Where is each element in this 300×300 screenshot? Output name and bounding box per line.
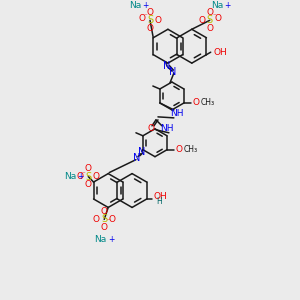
Text: ⁻: ⁻ — [81, 172, 85, 178]
Text: Na: Na — [64, 172, 76, 181]
Text: OH: OH — [154, 193, 168, 202]
Text: O: O — [139, 14, 145, 23]
Text: N: N — [138, 147, 146, 157]
Text: O: O — [206, 24, 213, 33]
Text: ⁻: ⁻ — [143, 13, 147, 19]
Text: NH: NH — [170, 110, 184, 118]
Text: N: N — [169, 67, 177, 77]
Text: Na: Na — [212, 1, 224, 10]
Text: O: O — [85, 164, 92, 173]
Text: O: O — [176, 145, 183, 154]
Text: ⁻: ⁻ — [213, 13, 217, 19]
Text: S: S — [101, 214, 107, 224]
Text: O: O — [93, 172, 100, 181]
Text: O: O — [148, 124, 154, 133]
Text: O: O — [214, 14, 221, 23]
Text: O: O — [193, 98, 200, 107]
Text: Na: Na — [94, 235, 106, 244]
Text: O: O — [77, 172, 84, 181]
Text: +: + — [77, 172, 83, 181]
Text: +: + — [142, 1, 148, 10]
Text: CH₃: CH₃ — [184, 145, 198, 154]
Text: S: S — [147, 15, 153, 25]
Text: O: O — [93, 215, 100, 224]
Text: O: O — [154, 16, 161, 25]
Text: +: + — [108, 235, 114, 244]
Text: CH₃: CH₃ — [201, 98, 215, 107]
Text: O: O — [101, 207, 108, 216]
Text: Na: Na — [129, 1, 141, 10]
Text: +: + — [224, 1, 231, 10]
Text: O: O — [85, 180, 92, 189]
Text: N: N — [163, 61, 171, 71]
Text: ⁻: ⁻ — [106, 218, 110, 224]
Text: S: S — [85, 172, 92, 182]
Text: OH: OH — [214, 48, 227, 57]
Text: NH: NH — [160, 124, 174, 133]
Text: O: O — [198, 16, 205, 25]
Text: O: O — [101, 223, 108, 232]
Text: H: H — [156, 197, 162, 206]
Text: O: O — [146, 24, 154, 33]
Text: O: O — [146, 8, 154, 17]
Text: N: N — [133, 153, 141, 163]
Text: O: O — [206, 8, 213, 17]
Text: O: O — [109, 215, 116, 224]
Text: S: S — [207, 15, 213, 25]
